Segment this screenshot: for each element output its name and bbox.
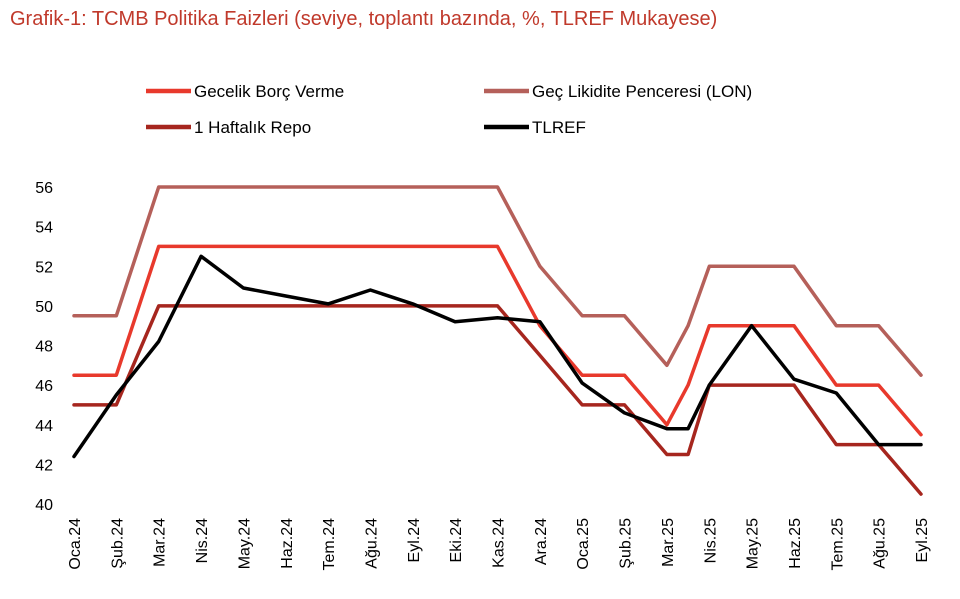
x-tick-label: Nis.25 xyxy=(702,518,719,563)
x-tick-label: Eyl.25 xyxy=(914,518,931,563)
series-line-tlref xyxy=(72,254,923,459)
x-tick-label: Mar.25 xyxy=(660,518,677,567)
y-tick-label: 44 xyxy=(35,418,53,435)
series-lines xyxy=(72,185,923,496)
legend-item-gec-likidite-penceresi-lon: Geç Likidite Penceresi (LON) xyxy=(484,82,752,101)
x-axis: Oca.24 Şub.24 Mar.24 Nis.24 May.24 Haz.24 Tem.… xyxy=(67,518,931,571)
x-tick-label: Ağu.25 xyxy=(872,518,889,569)
y-tick-label: 56 xyxy=(35,180,53,197)
x-tick-label: Ara.24 xyxy=(533,518,550,565)
series-line-gecelik-borc-verme xyxy=(72,244,923,437)
y-tick-label: 48 xyxy=(35,339,53,356)
x-tick-label: Kas.24 xyxy=(491,518,508,568)
legend-item-gecelik-borc-verme: Gecelik Borç Verme xyxy=(146,82,344,101)
x-tick-label: Eki.24 xyxy=(448,518,465,563)
x-tick-label: Oca.25 xyxy=(575,518,592,570)
y-tick-label: 40 xyxy=(35,497,53,514)
x-tick-label: Nis.24 xyxy=(194,518,211,563)
legend-item-1-haftalik-repo: 1 Haftalık Repo xyxy=(146,118,311,137)
x-tick-label: Tem.25 xyxy=(829,518,846,571)
y-axis: 40 42 44 46 48 50 52 54 56 xyxy=(35,180,53,514)
y-tick-label: 54 xyxy=(35,220,53,237)
x-tick-label: Tem.24 xyxy=(321,518,338,571)
y-tick-label: 42 xyxy=(35,457,53,474)
legend-label: 1 Haftalık Repo xyxy=(194,118,311,137)
series-line-gec-likidite-penceresi-lon xyxy=(72,185,923,377)
y-tick-label: 50 xyxy=(35,299,53,316)
x-tick-label: Ağu.24 xyxy=(363,518,380,569)
x-tick-label: Şub.24 xyxy=(109,518,126,569)
x-tick-label: Haz.24 xyxy=(279,518,296,569)
x-tick-label: May.25 xyxy=(745,518,762,569)
x-tick-label: Eyl.24 xyxy=(406,518,423,563)
y-tick-label: 52 xyxy=(35,259,53,276)
x-tick-label: Oca.24 xyxy=(67,518,84,570)
legend-item-tlref: TLREF xyxy=(484,118,586,137)
x-tick-label: May.24 xyxy=(236,518,253,569)
chart-title: Grafik-1: TCMB Politika Faizleri (seviye… xyxy=(10,8,718,30)
legend-label: Gecelik Borç Verme xyxy=(194,82,344,101)
legend: Gecelik Borç Verme Geç Likidite Penceresi… xyxy=(146,82,752,137)
x-tick-label: Haz.25 xyxy=(787,518,804,569)
series-line-1-haftalik-repo xyxy=(72,304,923,496)
y-tick-label: 46 xyxy=(35,378,53,395)
legend-label: TLREF xyxy=(532,118,586,137)
x-tick-label: Mar.24 xyxy=(152,518,169,567)
legend-label: Geç Likidite Penceresi (LON) xyxy=(532,82,752,101)
x-tick-label: Şub.25 xyxy=(618,518,635,569)
